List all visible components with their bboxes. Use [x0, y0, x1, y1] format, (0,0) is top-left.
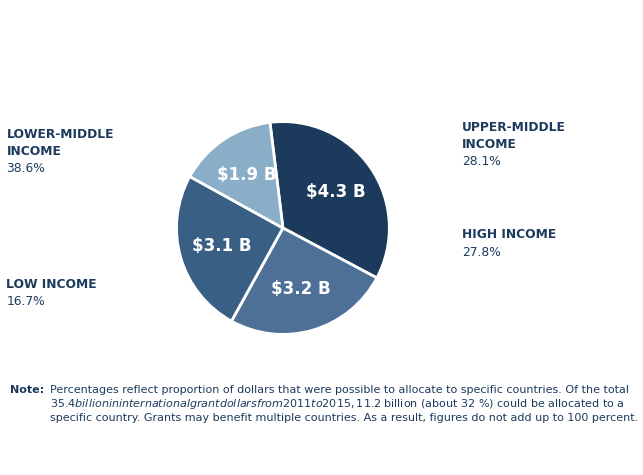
- Text: OF BENEFICIARY COUNTRY: OF BENEFICIARY COUNTRY: [10, 54, 300, 73]
- Text: LOW INCOME: LOW INCOME: [6, 278, 97, 291]
- Text: INTERNATIONAL GIVING BY INCOME LEVEL: INTERNATIONAL GIVING BY INCOME LEVEL: [10, 15, 471, 34]
- Wedge shape: [231, 228, 377, 334]
- Text: Percentages reflect proportion of dollars that were possible to allocate to spec: Percentages reflect proportion of dollar…: [50, 385, 638, 423]
- Text: 28.1%: 28.1%: [462, 155, 500, 168]
- Text: 27.8%: 27.8%: [462, 246, 500, 258]
- Text: $3.1 B: $3.1 B: [192, 237, 251, 255]
- Text: 16.7%: 16.7%: [6, 295, 45, 308]
- Text: HIGH INCOME: HIGH INCOME: [462, 228, 556, 241]
- Wedge shape: [190, 123, 283, 228]
- Text: INCOME: INCOME: [462, 138, 516, 151]
- Wedge shape: [177, 177, 283, 321]
- Wedge shape: [270, 122, 389, 278]
- Text: $4.3 B: $4.3 B: [305, 183, 365, 201]
- Text: $3.2 B: $3.2 B: [271, 280, 331, 298]
- Text: UPPER-MIDDLE: UPPER-MIDDLE: [462, 121, 566, 134]
- Text: 38.6%: 38.6%: [6, 162, 45, 175]
- Text: INCOME: INCOME: [6, 145, 61, 158]
- Text: Note:: Note:: [10, 385, 44, 395]
- Text: LOWER-MIDDLE: LOWER-MIDDLE: [6, 128, 114, 141]
- Text: $1.9 B: $1.9 B: [217, 166, 277, 184]
